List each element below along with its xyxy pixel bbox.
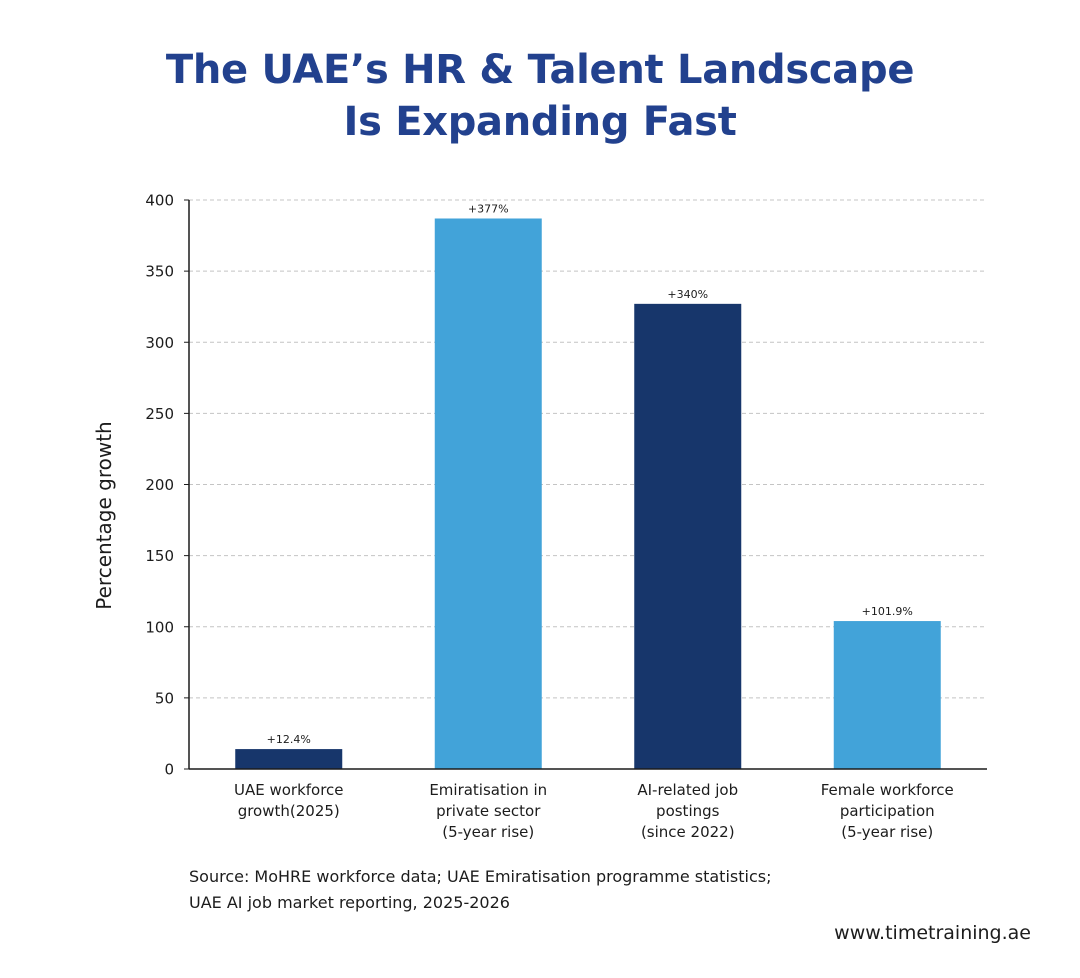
labels: 0 50 100 150 200 250 300 350 400 +12.4% UAE workfo… (92, 192, 954, 842)
bar-data-label: +101.9% (862, 605, 913, 618)
y-tick-label: 350 (145, 263, 174, 281)
x-tick-label: (5-year rise) (841, 823, 933, 841)
source-line-2: UAE AI job market reporting, 2025-2026 (189, 893, 510, 912)
chart-title: The UAE’s HR & Talent Landscape Is Expan… (0, 44, 1080, 148)
bar (434, 218, 542, 769)
x-tick-label: participation (840, 802, 935, 820)
y-tick-label: 100 (145, 618, 174, 636)
x-tick-label: AI-related job (637, 781, 738, 799)
y-axis-title: Percentage growth (92, 421, 116, 609)
website-link[interactable]: www.timetraining.ae (834, 922, 1031, 944)
chart-title-line-2: Is Expanding Fast (343, 99, 737, 145)
x-tick-label: postings (656, 802, 720, 820)
bar (833, 621, 941, 769)
bar (634, 303, 742, 769)
x-tick-label: (since 2022) (641, 823, 735, 841)
bars (235, 218, 941, 769)
bar (235, 749, 343, 769)
grid-lines (189, 199, 987, 699)
source-note: Source: MoHRE workforce data; UAE Emirat… (189, 864, 771, 916)
bar-data-label: +12.4% (267, 733, 311, 746)
bar-data-label: +340% (667, 288, 708, 301)
x-tick-label: growth(2025) (238, 802, 340, 820)
y-tick-label: 300 (145, 334, 174, 352)
bar-data-label: +377% (468, 202, 509, 215)
y-tick-label: 250 (145, 405, 174, 423)
axes (184, 199, 987, 770)
x-tick-label: Female workforce (821, 781, 954, 799)
bar-chart: 0 50 100 150 200 250 300 350 400 +12.4% UAE workfo… (92, 192, 987, 842)
x-tick-label: private sector (436, 802, 541, 820)
y-tick-label: 0 (164, 761, 174, 779)
y-tick-label: 50 (155, 689, 174, 707)
x-tick-label: UAE workforce (234, 781, 344, 799)
chart-title-line-1: The UAE’s HR & Talent Landscape (165, 47, 915, 93)
source-line-1: Source: MoHRE workforce data; UAE Emirat… (189, 867, 772, 886)
y-tick-label: 400 (145, 192, 174, 210)
x-tick-label: Emiratisation in (429, 781, 547, 799)
x-tick-label: (5-year rise) (442, 823, 534, 841)
y-tick-label: 150 (145, 547, 174, 565)
y-tick-label: 200 (145, 476, 174, 494)
